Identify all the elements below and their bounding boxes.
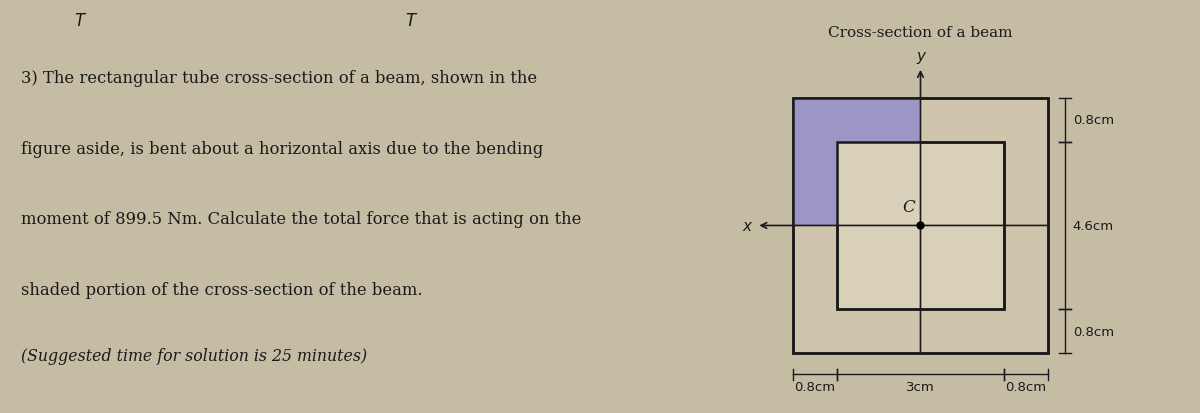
Text: figure aside, is bent about a horizontal axis due to the bending: figure aside, is bent about a horizontal… bbox=[20, 140, 542, 157]
Text: 4.6cm: 4.6cm bbox=[1073, 219, 1114, 233]
Bar bbox=[838, 143, 920, 226]
Text: 0.8cm: 0.8cm bbox=[794, 380, 835, 393]
Text: 3cm: 3cm bbox=[906, 380, 935, 393]
Bar bbox=[838, 143, 1004, 309]
Bar bbox=[793, 98, 920, 226]
Text: y: y bbox=[916, 49, 925, 64]
Bar bbox=[793, 98, 1049, 354]
Bar bbox=[793, 98, 1049, 354]
Text: Cross-section of a beam: Cross-section of a beam bbox=[828, 26, 1013, 40]
Text: T: T bbox=[406, 12, 415, 30]
Text: (Suggested time for solution is 25 minutes): (Suggested time for solution is 25 minut… bbox=[20, 347, 367, 364]
Text: C: C bbox=[902, 199, 914, 216]
Text: T: T bbox=[74, 12, 84, 30]
Bar bbox=[838, 143, 1004, 309]
Text: moment of 899.5 Nm. Calculate the total force that is acting on the: moment of 899.5 Nm. Calculate the total … bbox=[20, 211, 581, 228]
Text: 0.8cm: 0.8cm bbox=[1073, 114, 1114, 127]
Text: 3) The rectangular tube cross-section of a beam, shown in the: 3) The rectangular tube cross-section of… bbox=[20, 70, 536, 87]
Text: x: x bbox=[742, 218, 751, 233]
Text: 0.8cm: 0.8cm bbox=[1073, 325, 1114, 338]
Text: shaded portion of the cross-section of the beam.: shaded portion of the cross-section of t… bbox=[20, 281, 422, 298]
Text: 0.8cm: 0.8cm bbox=[1006, 380, 1046, 393]
